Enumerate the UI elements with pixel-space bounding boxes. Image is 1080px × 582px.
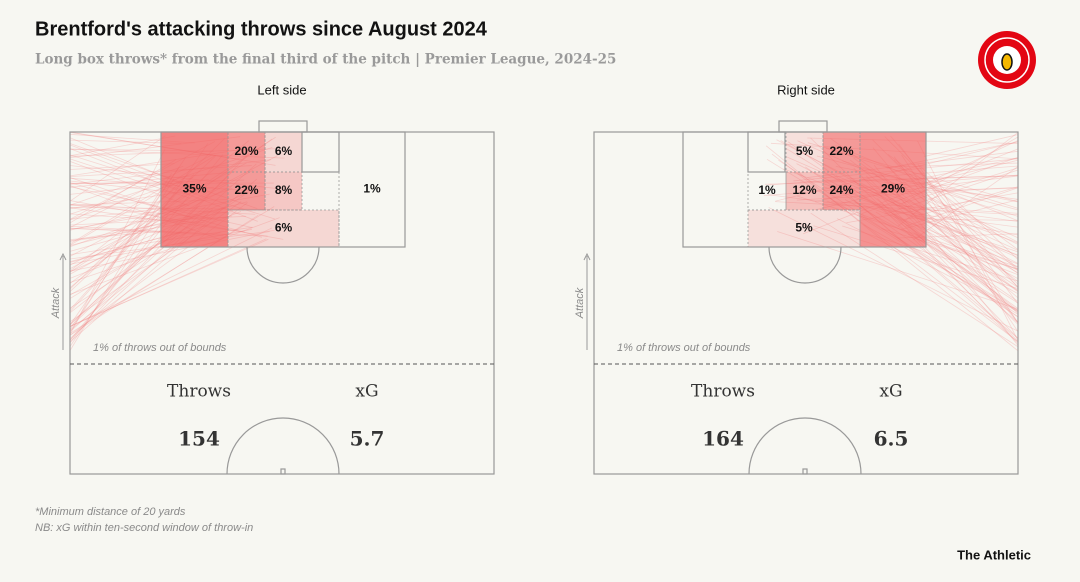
- penalty-arc: [246, 246, 320, 284]
- throw-line: [768, 207, 1019, 332]
- zone-label: 12%: [792, 183, 816, 197]
- zone-label: 35%: [182, 182, 206, 196]
- zone-label: 5%: [795, 221, 813, 235]
- stat-label: Throws: [691, 382, 755, 402]
- zone-label: 6%: [275, 221, 293, 235]
- throw-line: [69, 230, 166, 241]
- zone-label: 6%: [275, 144, 293, 158]
- throw-line: [69, 231, 270, 272]
- panel-title: Left side: [257, 82, 306, 97]
- logo: [978, 31, 1036, 89]
- throw-line: [69, 135, 176, 157]
- throw-line: [810, 212, 1019, 348]
- zone-label: 1%: [758, 183, 776, 197]
- zone: [747, 209, 861, 248]
- throw-line: [69, 238, 267, 327]
- zone-label: 29%: [881, 182, 905, 196]
- footnote: NB: xG within ten-second window of throw…: [35, 522, 253, 534]
- axis-label: Attack: [50, 287, 62, 319]
- throw-line: [69, 206, 275, 334]
- throw-line: [69, 214, 169, 344]
- throw-line: [69, 148, 166, 335]
- stat-value: 5.7: [350, 427, 385, 451]
- penalty-arc: [768, 246, 842, 284]
- zone: [227, 171, 266, 211]
- throw-line: [922, 140, 1019, 186]
- brand: The Athletic: [957, 547, 1031, 562]
- stat-label: xG: [355, 382, 378, 402]
- throw-line: [771, 153, 1019, 343]
- throw-line: [921, 223, 1019, 288]
- throw-lines: [763, 132, 1019, 352]
- zone: [785, 131, 824, 173]
- stat-value: 6.5: [874, 427, 909, 451]
- throw-line: [917, 140, 1019, 341]
- out-of-bounds-note: 1% of throws out of bounds: [617, 342, 751, 354]
- attack-arrowhead: [59, 252, 67, 261]
- pitch-panel: Left side 35% 20% 6% 22% 8% 6% 1% Attack 1% of th…: [50, 82, 495, 475]
- centre-circle: [748, 417, 862, 475]
- throw-line: [69, 178, 175, 351]
- throw-line: [69, 173, 172, 333]
- throw-line: [69, 236, 188, 331]
- stat-value: 164: [702, 427, 744, 451]
- zone: [160, 131, 229, 248]
- zone-label: 22%: [234, 183, 258, 197]
- goal: [778, 120, 828, 133]
- subtitle: Long box throws* from the final third of…: [35, 52, 616, 68]
- throw-line: [910, 215, 1019, 314]
- zone-label: 5%: [796, 144, 814, 158]
- six-yard-box: [747, 131, 786, 173]
- six-yard-box: [301, 131, 340, 173]
- zone: [264, 131, 303, 173]
- centre-spot: [802, 468, 808, 475]
- zone-label: 24%: [829, 183, 853, 197]
- zone: [785, 171, 824, 211]
- zone: [822, 171, 861, 211]
- footnote: *Minimum distance of 20 yards: [35, 506, 186, 518]
- stat-label: Throws: [167, 382, 231, 402]
- centre-spot: [280, 468, 286, 475]
- axis-label: Attack: [574, 287, 586, 319]
- zone-label: 22%: [829, 144, 853, 158]
- zone: [227, 209, 340, 248]
- throw-line: [765, 145, 1019, 352]
- zone: [747, 171, 787, 211]
- throw-line: [777, 231, 1019, 310]
- stat-value: 154: [178, 427, 220, 451]
- throw-line: [69, 238, 269, 327]
- throw-line: [69, 207, 168, 220]
- pitch-panel: Right side 29% 22% 5% 24% 12% 1% 5% Attack 1% of …: [574, 82, 1019, 475]
- throw-line: [69, 159, 177, 224]
- zone-label: 1%: [363, 182, 381, 196]
- throw-line: [813, 225, 1019, 290]
- title: Brentford's attacking throws since Augus…: [35, 18, 488, 40]
- zone: [227, 131, 266, 173]
- zone-label: 20%: [234, 144, 258, 158]
- throw-line: [69, 163, 175, 170]
- throw-line: [69, 135, 166, 202]
- stat-label: xG: [879, 382, 902, 402]
- throw-line: [917, 163, 1019, 324]
- throw-line: [913, 166, 1019, 241]
- throw-line: [919, 215, 1019, 268]
- throw-line: [69, 217, 280, 295]
- out-of-bounds-note: 1% of throws out of bounds: [93, 342, 227, 354]
- zone-label: 8%: [275, 183, 293, 197]
- zone: [859, 131, 927, 248]
- panel-title: Right side: [777, 82, 835, 97]
- zone: [264, 171, 303, 211]
- attack-arrowhead: [583, 252, 591, 261]
- goal: [258, 120, 308, 133]
- throw-line: [923, 134, 1019, 157]
- centre-circle: [226, 417, 340, 475]
- throw-line: [69, 227, 273, 327]
- throw-line: [909, 218, 1019, 221]
- throw-line: [69, 220, 179, 326]
- throw-line: [919, 165, 1019, 260]
